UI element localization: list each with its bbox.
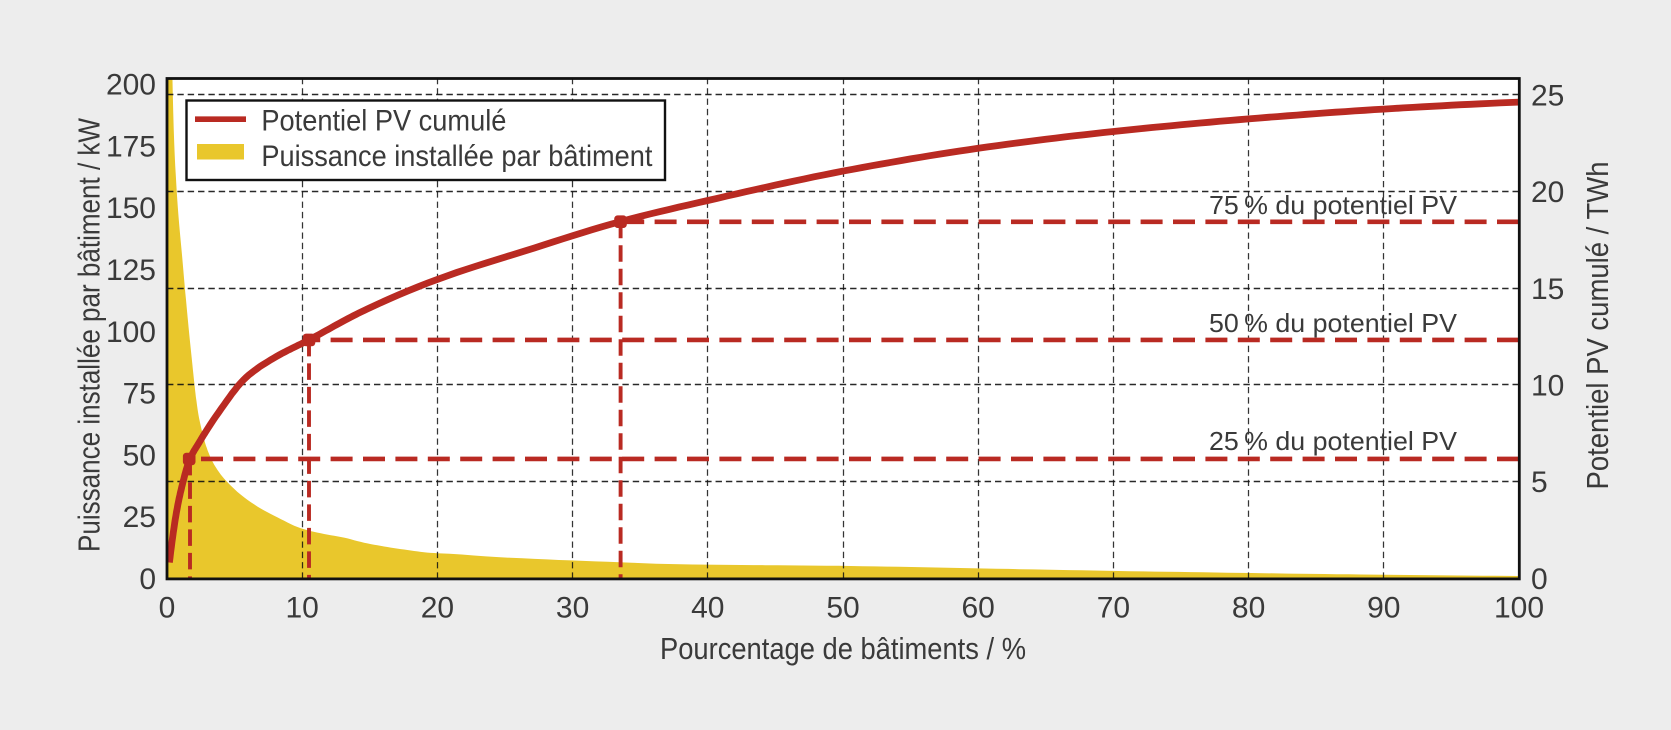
svg-text:50 % du potentiel PV: 50 % du potentiel PV: [1209, 308, 1458, 338]
svg-text:25: 25: [123, 501, 156, 534]
svg-text:50: 50: [123, 439, 156, 472]
svg-text:0: 0: [1531, 563, 1548, 596]
svg-text:175: 175: [106, 130, 156, 163]
svg-text:15: 15: [1531, 273, 1564, 306]
svg-text:60: 60: [962, 592, 995, 625]
svg-text:20: 20: [421, 592, 454, 625]
svg-text:25: 25: [1531, 80, 1564, 113]
svg-text:75 % du potentiel PV: 75 % du potentiel PV: [1209, 190, 1458, 220]
svg-text:25 % du potentiel PV: 25 % du potentiel PV: [1209, 426, 1458, 456]
svg-text:Puissance installée par bâtime: Puissance installée par bâtiment / kW: [72, 117, 107, 552]
svg-text:90: 90: [1367, 592, 1400, 625]
svg-text:100: 100: [106, 316, 156, 349]
svg-text:0: 0: [159, 592, 176, 625]
svg-text:30: 30: [556, 592, 589, 625]
svg-text:0: 0: [139, 563, 156, 596]
svg-text:20: 20: [1531, 176, 1564, 209]
svg-text:70: 70: [1097, 592, 1130, 625]
svg-text:125: 125: [106, 254, 156, 287]
svg-text:Pourcentage de bâtiments / %: Pourcentage de bâtiments / %: [660, 631, 1026, 666]
svg-text:Puissance installée par bâtime: Puissance installée par bâtiment: [261, 140, 653, 173]
svg-text:150: 150: [106, 192, 156, 225]
svg-text:10: 10: [286, 592, 319, 625]
svg-text:80: 80: [1232, 592, 1265, 625]
svg-text:200: 200: [106, 69, 156, 102]
svg-text:75: 75: [123, 378, 156, 411]
svg-text:100: 100: [1494, 592, 1544, 625]
svg-text:10: 10: [1531, 370, 1564, 403]
svg-text:50: 50: [826, 592, 859, 625]
svg-text:5: 5: [1531, 466, 1548, 499]
svg-text:Potentiel PV cumulé / TWh: Potentiel PV cumulé / TWh: [1580, 162, 1615, 490]
svg-text:40: 40: [691, 592, 724, 625]
svg-text:Potentiel PV cumulé: Potentiel PV cumulé: [261, 105, 506, 138]
